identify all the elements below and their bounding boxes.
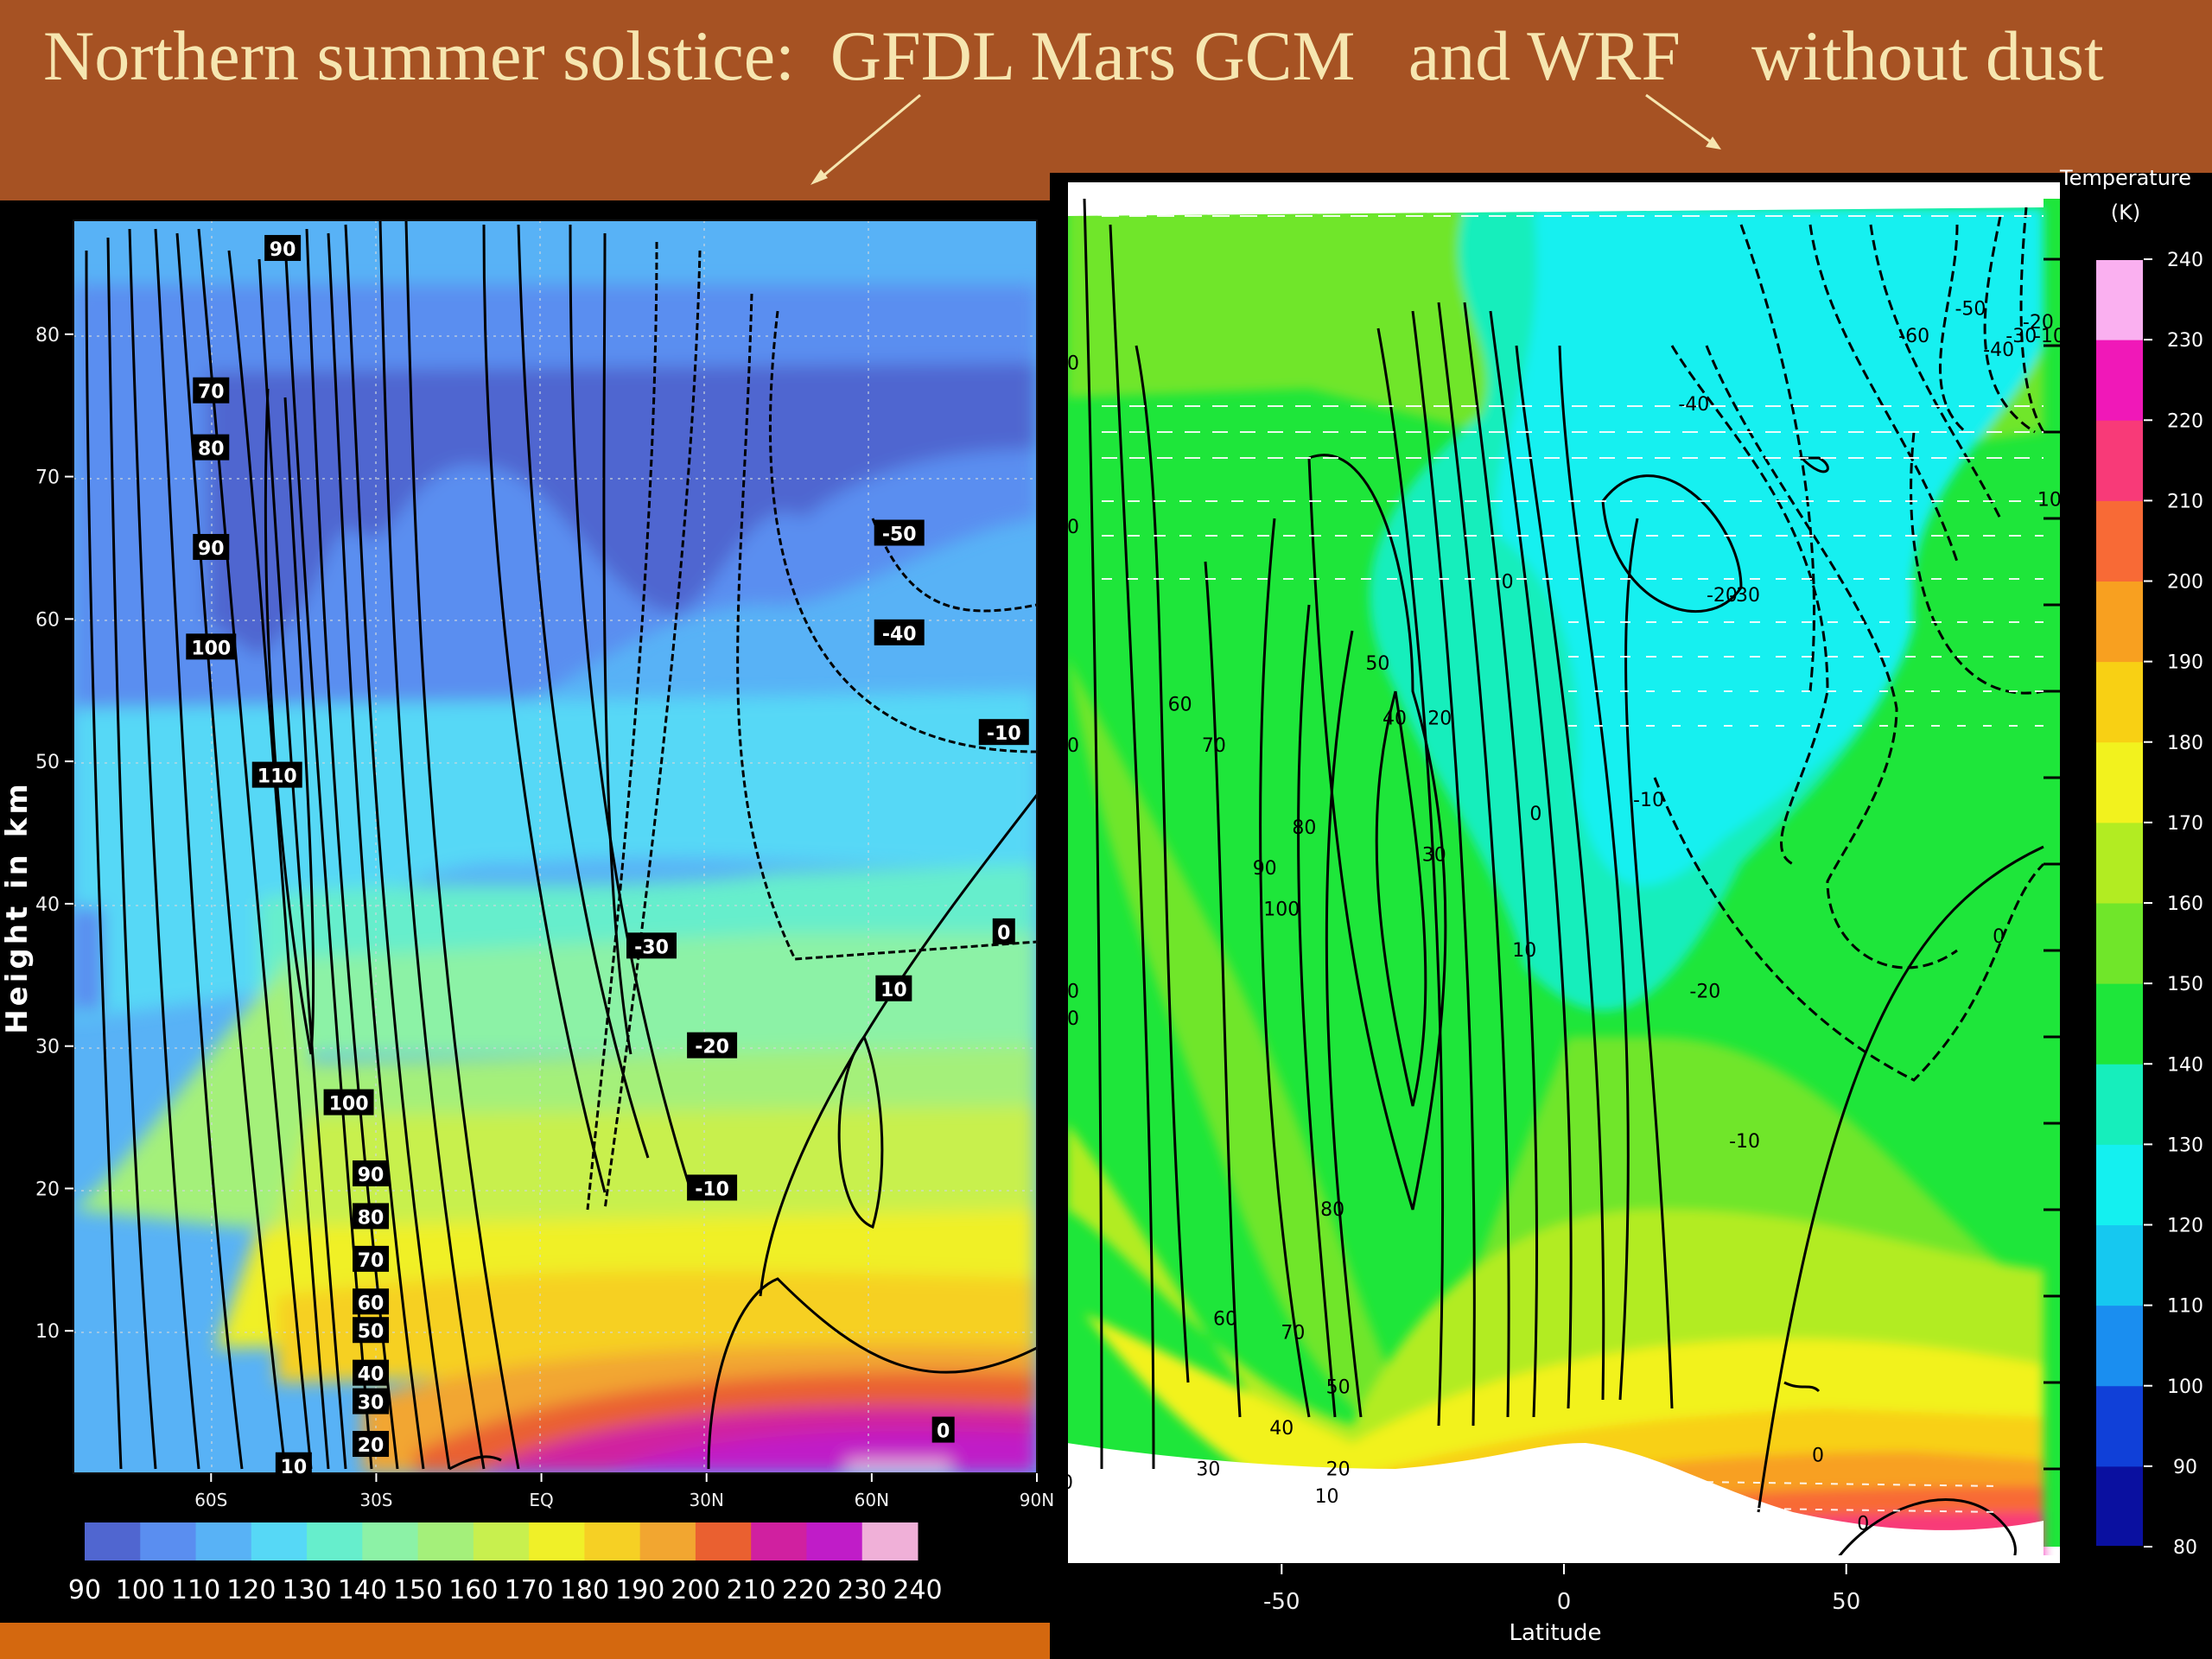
gfdl-temperature-field bbox=[73, 220, 1037, 1473]
wrf-xlabel: Latitude bbox=[1509, 1620, 1602, 1646]
gfdl-ylabel: Height in km bbox=[0, 780, 35, 1034]
wrf-chart bbox=[1050, 173, 2212, 1659]
wrf-terrain-mask bbox=[1067, 1443, 2044, 1555]
title-banner: Northern summer solstice: GFDL Mars GCM … bbox=[0, 0, 2212, 200]
gfdl-contours bbox=[85, 220, 1037, 1471]
slide-title: Northern summer solstice: GFDL Mars GCM … bbox=[43, 16, 2104, 95]
footer-bar bbox=[0, 1623, 1050, 1659]
wrf-contours bbox=[1083, 198, 2045, 1555]
wrf-wind-vectors bbox=[1102, 215, 2044, 1539]
wrf-frame-ticks bbox=[2044, 257, 2061, 1471]
wrf-colorbar-title: Temperature bbox=[2059, 166, 2192, 190]
gfdl-chart bbox=[73, 219, 1038, 1474]
wrf-top-mask bbox=[1067, 181, 2044, 216]
wrf-temperature-field bbox=[1067, 181, 2061, 1555]
wrf-colorbar-unit: (K) bbox=[2110, 200, 2141, 225]
